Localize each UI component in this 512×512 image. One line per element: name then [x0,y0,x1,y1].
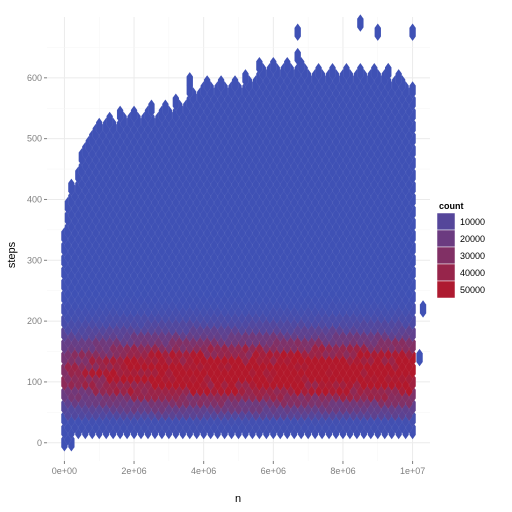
hex-bins [61,14,427,452]
legend-key [436,263,456,282]
y-tick-label: 600 [27,73,42,83]
x-axis-ticks: 0e+00 2e+06 4e+06 6e+06 8e+06 1e+07 [52,461,425,476]
y-tick-label: 400 [27,194,42,204]
legend-key [436,246,456,265]
legend-keys: 10000 20000 30000 40000 50000 [436,212,485,299]
legend-label: 20000 [460,234,485,244]
x-tick-label: 1e+07 [400,466,425,476]
legend-key [436,212,456,231]
y-tick-label: 200 [27,316,42,326]
x-tick-label: 4e+06 [191,466,216,476]
legend-label: 50000 [460,285,485,295]
legend-label: 40000 [460,268,485,278]
x-axis-title: n [235,493,241,505]
legend-title: count [439,201,464,211]
y-tick-label: 300 [27,255,42,265]
legend-label: 30000 [460,251,485,261]
y-tick-label: 100 [27,377,42,387]
y-axis-title: steps [6,241,18,268]
y-axis-ticks: 0 100 200 300 400 500 600 [27,73,47,448]
y-tick-label: 0 [37,438,42,448]
legend: count 10000 20000 30000 40000 50000 [436,201,485,299]
x-tick-label: 0e+00 [52,466,77,476]
legend-key [436,229,456,248]
x-tick-label: 6e+06 [261,466,286,476]
x-tick-label: 2e+06 [121,466,146,476]
y-tick-label: 500 [27,134,42,144]
x-tick-label: 8e+06 [330,466,355,476]
legend-key [436,280,456,299]
legend-label: 10000 [460,217,485,227]
